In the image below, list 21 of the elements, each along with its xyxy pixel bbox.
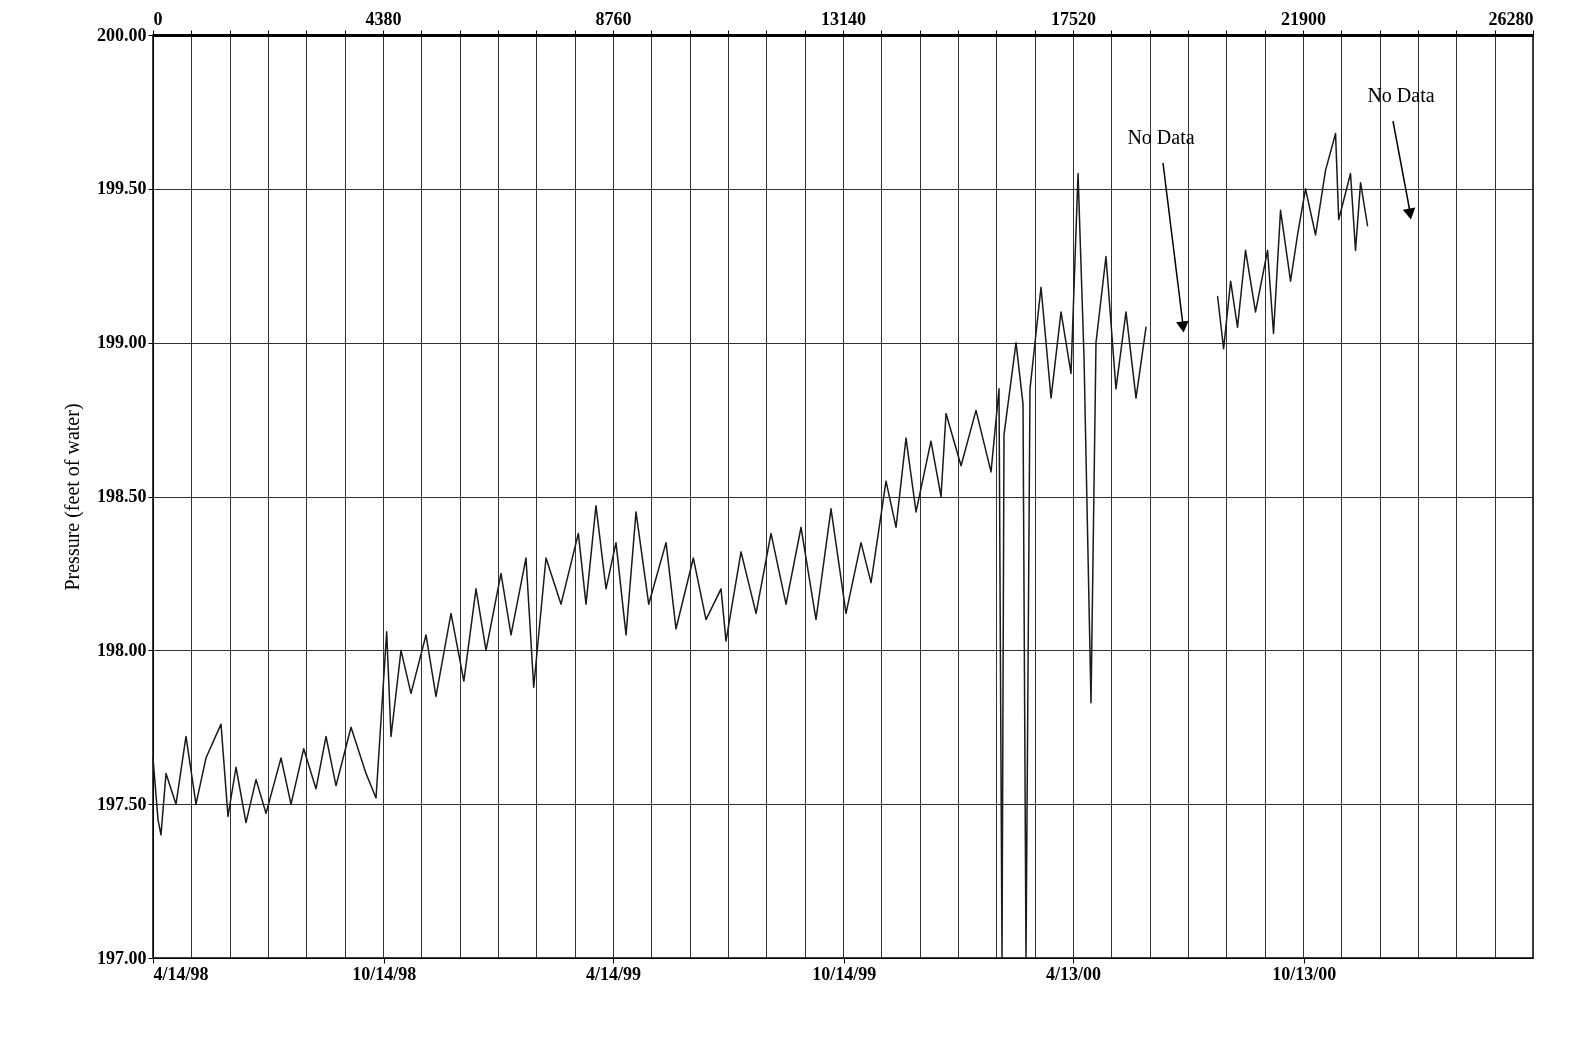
x-tick-label: 13140: [821, 8, 866, 29]
x2-tick-label: 10/13/00: [1272, 963, 1337, 984]
x2-tick-label: 4/14/98: [153, 963, 209, 984]
y-tick-label: 200.00: [97, 24, 147, 45]
y-tick-label: 198.00: [97, 639, 147, 660]
y-tick-label: 199.00: [97, 332, 147, 353]
y-tick-label: 198.50: [97, 486, 147, 506]
y-axis-title: Pressure (feet of water): [61, 403, 84, 591]
x2-tick-label: 10/14/98: [352, 963, 417, 984]
x2-tick-label: 10/14/99: [812, 963, 877, 984]
x-tick-label: 21900: [1281, 8, 1326, 29]
y-tick-label: 197.00: [97, 947, 147, 968]
x2-tick-label: 4/14/99: [585, 963, 642, 984]
x-tick-label: 4380: [365, 8, 402, 29]
x-tick-label: 26280: [1488, 8, 1534, 29]
x-tick-label: 8760: [595, 8, 632, 29]
x2-tick-label: 4/13/00: [1045, 963, 1102, 984]
x-tick-label: 17520: [1051, 8, 1096, 29]
y-tick-label: 199.50: [97, 178, 147, 199]
x-tick-label: 0: [153, 8, 163, 29]
y-tick-label: 197.50: [97, 793, 147, 814]
